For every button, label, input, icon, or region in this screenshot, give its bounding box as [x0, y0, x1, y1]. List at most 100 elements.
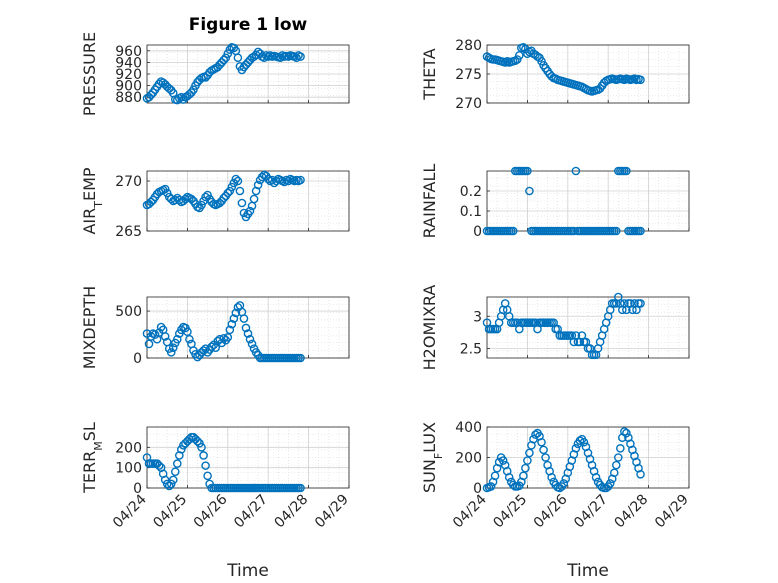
air-temp-data-point — [229, 178, 239, 188]
air-temp-data-point — [263, 174, 273, 184]
sun-flux-data-point — [541, 453, 550, 462]
air-temp-data-point — [227, 182, 237, 192]
terr-msl-ytick-label: 0 — [133, 481, 142, 497]
rainfall-ytick-label: 0 — [473, 224, 482, 240]
rainfall-data-point — [611, 226, 621, 236]
pressure-data-point — [221, 53, 231, 63]
mixdepth-data-point — [223, 333, 233, 342]
terr-msl-data-point — [199, 451, 208, 460]
mixdepth-data-point — [172, 334, 182, 344]
theta-panel: 270 275 280 THETA — [420, 38, 690, 112]
y-axis-label-part: PRESSURE — [80, 32, 99, 116]
sun-flux-data-point — [490, 471, 500, 481]
air-temp-data-point — [181, 194, 190, 204]
sun-flux-data-point — [591, 473, 601, 482]
air-temp-data-point — [197, 200, 206, 210]
theta-data-point — [515, 51, 524, 60]
air-temp-data-point — [235, 186, 245, 196]
terr-msl-y-axis-label: TERRMSL — [80, 422, 105, 494]
mixdepth-ytick-label: 0 — [133, 351, 142, 367]
air-temp-data-point — [237, 198, 247, 208]
y-axis-label-part: THETA — [420, 48, 439, 100]
mixdepth-data-point — [144, 339, 154, 349]
mixdepth-data-point — [219, 333, 229, 343]
theta-ytick-label: 275 — [455, 67, 482, 83]
terr-msl-data-point — [154, 461, 164, 470]
rainfall-data-point — [571, 166, 581, 176]
theta-data-point — [513, 55, 522, 64]
mixdepth-data-point — [225, 325, 235, 335]
h2omixra-y-axis-label: H2OMIXRA — [420, 285, 439, 371]
y-axis-label-part: H2OMIXRA — [420, 285, 439, 371]
rainfall-data-point — [523, 166, 532, 176]
h2omixra-panel: 2.5 3 H2OMIXRA — [420, 285, 690, 371]
y-axis-label-part: TERR — [80, 451, 99, 494]
air-temp-data-point — [162, 188, 172, 198]
sun-flux-data-point — [537, 437, 546, 447]
rainfall-ytick-label: 0.1 — [460, 204, 482, 220]
mixdepth-data-point — [150, 330, 160, 339]
h2omixra-ytick-label: 2.5 — [460, 341, 482, 357]
figure-title: Figure 1 low — [189, 15, 308, 35]
sun-flux-data-point — [521, 463, 530, 473]
mixdepth-y-axis-label: MIXDEPTH — [80, 286, 99, 369]
terr-msl-data-point — [201, 461, 210, 470]
terr-msl-data-point — [185, 434, 194, 444]
y-axis-label-part: EMP — [80, 167, 99, 201]
air-temp-panel: 265 270 AIRTEMP — [80, 167, 350, 240]
y-axis-label-subscript: F — [432, 453, 445, 459]
sun-flux-data-point — [531, 430, 540, 439]
sun-flux-data-point — [616, 444, 625, 453]
sun-flux-data-point — [486, 482, 496, 491]
rainfall-ytick-label: 0.2 — [460, 184, 482, 200]
sun-flux-data-point — [508, 480, 518, 490]
sun-flux-ytick-label: 200 — [455, 451, 482, 467]
sun-flux-x-axis-label: Time — [566, 561, 609, 581]
air-temp-data-point — [245, 206, 255, 216]
sun-flux-data-point — [614, 453, 623, 462]
theta-data-point — [537, 56, 546, 66]
sun-flux-data-point — [525, 448, 534, 458]
pressure-ytick-label: 900 — [115, 79, 142, 95]
rainfall-data-point — [569, 226, 579, 236]
sun-flux-data-point — [571, 444, 581, 453]
mixdepth-data-point — [229, 314, 239, 323]
pressure-data-point — [296, 52, 305, 61]
y-axis-label-part: LUX — [420, 422, 439, 453]
y-axis-label-part: RAINFALL — [420, 164, 439, 239]
mixdepth-data-point — [245, 334, 255, 344]
mixdepth-data-point — [183, 327, 192, 337]
pressure-data-point — [146, 90, 156, 100]
sun-flux-y-axis-label: SUNFLUX — [420, 422, 445, 493]
rainfall-data-point — [525, 186, 534, 196]
sun-flux-data-point — [620, 427, 629, 436]
sun-flux-data-point — [547, 473, 556, 482]
air-temp-ytick-label: 265 — [115, 224, 142, 240]
terr-msl-data-point — [166, 479, 176, 489]
rainfall-data-point — [622, 166, 631, 176]
pressure-data-point — [177, 92, 186, 102]
theta-ytick-label: 280 — [455, 38, 482, 54]
air-temp-data-point — [225, 186, 235, 196]
rainfall-panel: 0 0.1 0.2 RAINFALL — [420, 164, 690, 240]
pressure-data-point — [225, 45, 235, 54]
sun-flux-data-point — [498, 456, 508, 465]
air-temp-data-point — [249, 194, 259, 204]
sun-flux-data-point — [605, 479, 615, 488]
sun-flux-data-point — [622, 428, 631, 438]
terr-msl-ytick-label: 100 — [115, 461, 142, 477]
y-axis-label-subscript: M — [92, 441, 105, 451]
y-axis-label-part: AIR — [80, 208, 99, 235]
mixdepth-data-point — [227, 319, 237, 329]
y-axis-label-part: SL — [80, 422, 99, 441]
theta-data-point — [519, 43, 528, 52]
pressure-data-point — [292, 53, 301, 63]
sun-flux-axes-box — [486, 426, 690, 489]
terr-msl-data-point — [164, 481, 174, 491]
pressure-data-point — [233, 53, 243, 63]
rainfall-data-point — [636, 226, 645, 236]
terr-msl-data-point — [162, 479, 172, 489]
sun-flux-data-point — [519, 471, 528, 481]
